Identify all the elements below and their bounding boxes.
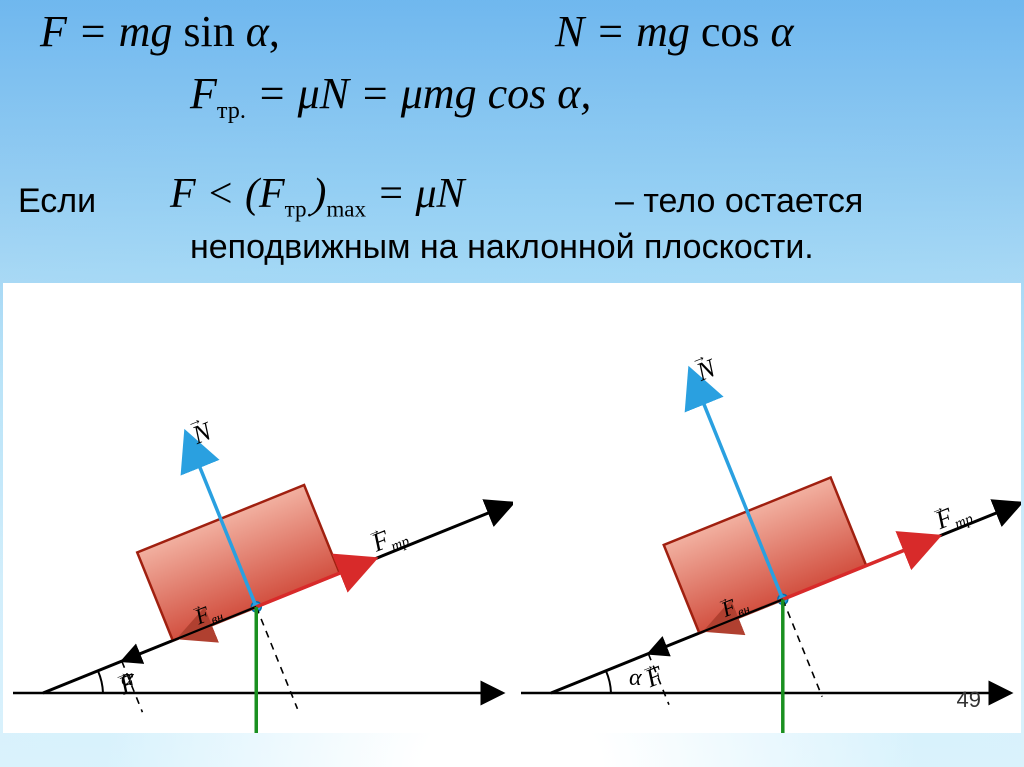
diagram-panel: α →N →Fтр →Fвн →F <box>3 283 1021 733</box>
vector-mg-group: →mg <box>256 607 297 733</box>
angle-arc <box>98 671 103 693</box>
angle-arc <box>606 671 611 693</box>
equation-Ftr: Fтр. = μN = μmg cos α, <box>190 68 591 125</box>
equation-F: F = mg sin α, <box>40 6 280 57</box>
diagram-right: α →N →Fтр →Fвн →F →mg <box>511 283 1021 733</box>
vector-mg-group: →mg <box>783 599 824 733</box>
equation-condition: F < (Fтр.)max = μN <box>170 170 465 222</box>
dash-N-ext <box>783 599 822 696</box>
equation-N: N = mg cos α <box>555 6 794 57</box>
label-F: →F <box>112 664 142 702</box>
slide-number: 49 <box>957 687 981 713</box>
text-conclusion2: неподвижным на наклонной плоскости. <box>190 228 814 267</box>
text-if: Если <box>18 182 96 221</box>
diagram-left: α →N →Fтр →Fвн →F <box>3 283 513 733</box>
text-conclusion1: – тело остается <box>615 182 863 221</box>
label-F: →F <box>638 656 668 694</box>
label-N: →N <box>688 345 721 387</box>
sub-tr: тр. <box>217 97 246 124</box>
label-N: →N <box>184 408 217 450</box>
